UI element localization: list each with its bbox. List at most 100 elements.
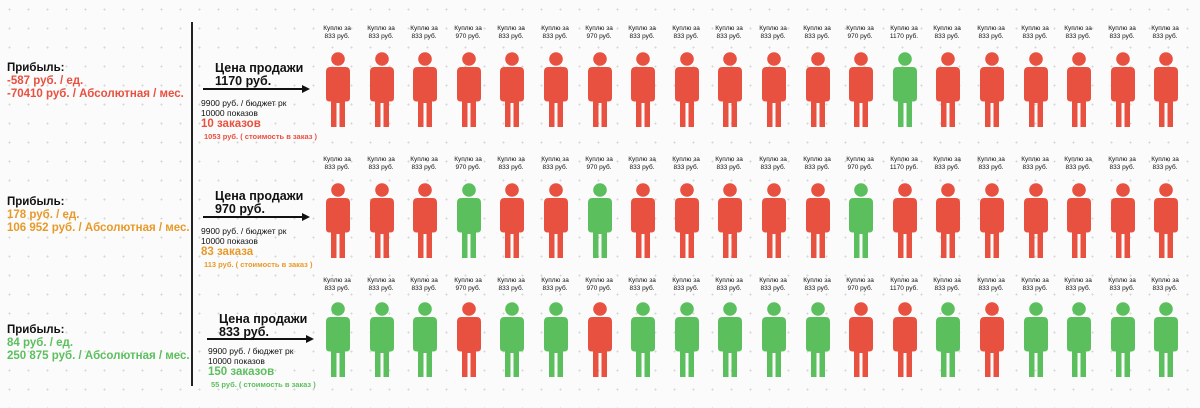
buyer-price-label: Куплю за 970 руб.	[454, 156, 482, 171]
person-icon	[588, 183, 612, 258]
orders-count: 10 заказов	[201, 118, 261, 130]
profit-title: Прибыль:	[7, 324, 65, 336]
cost-per-order: 55 руб. ( стоимость в заказ )	[211, 380, 316, 389]
person-icon	[893, 302, 917, 377]
buyer-price-label: Куплю за 970 руб.	[454, 25, 482, 40]
person-icon	[1154, 52, 1178, 127]
buyer-price-label: Куплю за 833 руб.	[759, 25, 787, 40]
impressions-text: 10000 показов	[208, 355, 265, 366]
person-icon	[326, 302, 350, 377]
buyer-price-label: Куплю за 833 руб.	[1064, 25, 1092, 40]
person-icon	[413, 302, 437, 377]
profit-total: 250 875 руб. / Абсолютная / мес.	[7, 350, 190, 362]
person-icon	[457, 183, 481, 258]
person-icon	[675, 183, 699, 258]
buyer-price-label: Куплю за 833 руб.	[1151, 25, 1179, 40]
person-icon	[631, 52, 655, 127]
sale-price-value: 1170 руб.	[215, 74, 272, 88]
buyer-price-label: Куплю за 833 руб.	[367, 277, 395, 292]
person-icon	[631, 183, 655, 258]
buyer-price-label: Куплю за 833 руб.	[323, 156, 351, 171]
buyer-price-label: Куплю за 833 руб.	[977, 25, 1005, 40]
person-icon	[588, 52, 612, 127]
person-icon	[762, 52, 786, 127]
buyer-price-label: Куплю за 833 руб.	[367, 25, 395, 40]
buyer-price-label: Куплю за 833 руб.	[1108, 25, 1136, 40]
person-icon	[936, 52, 960, 127]
buyer-price-label: Куплю за 1170 руб.	[889, 156, 919, 171]
person-icon	[326, 183, 350, 258]
arrow-icon	[203, 85, 310, 93]
person-icon	[936, 183, 960, 258]
sale-price-block: Цена продажи 833 руб.	[219, 313, 307, 339]
person-icon	[806, 183, 830, 258]
buyer-price-label: Куплю за 833 руб.	[323, 277, 351, 292]
person-icon	[544, 52, 568, 127]
buyer-price-label: Куплю за 833 руб.	[672, 277, 700, 292]
buyer-price-label: Куплю за 970 руб.	[454, 277, 482, 292]
buyer-price-label: Куплю за 833 руб.	[628, 25, 656, 40]
buyer-price-label: Куплю за 833 руб.	[410, 25, 438, 40]
buyer-price-label: Куплю за 833 руб.	[367, 156, 395, 171]
buyer-price-label: Куплю за 833 руб.	[977, 277, 1005, 292]
buyer-price-label: Куплю за 1170 руб.	[889, 277, 919, 292]
person-icon	[1111, 183, 1135, 258]
buyer-price-label: Куплю за 970 руб.	[846, 25, 874, 40]
person-icon	[457, 52, 481, 127]
stats-block: 9900 руб. / бюджет рк 10000 показов 150 …	[208, 346, 316, 390]
buyer-price-label: Куплю за 970 руб.	[585, 277, 613, 292]
orders-count: 83 заказа	[201, 246, 254, 258]
buyer-price-label: Куплю за 970 руб.	[585, 156, 613, 171]
buyer-price-label: Куплю за 833 руб.	[1108, 277, 1136, 292]
buyer-price-label: Куплю за 833 руб.	[1151, 156, 1179, 171]
person-icon	[413, 183, 437, 258]
buyer-price-label: Куплю за 970 руб.	[585, 25, 613, 40]
buyer-price-label: Куплю за 833 руб.	[759, 277, 787, 292]
budget-text: 9900 руб. / бюджет рк	[208, 346, 294, 356]
person-icon	[1111, 52, 1135, 127]
person-icon	[849, 183, 873, 258]
person-icon	[675, 52, 699, 127]
buyer-price-label: Куплю за 833 руб.	[803, 25, 831, 40]
buyer-price-label: Куплю за 833 руб.	[977, 156, 1005, 171]
buyer-price-label: Куплю за 833 руб.	[628, 156, 656, 171]
buyer-price-label: Куплю за 833 руб.	[803, 277, 831, 292]
impressions-text: 10000 показов	[201, 235, 258, 246]
person-icon	[806, 302, 830, 377]
orders-count: 150 заказов	[208, 366, 275, 378]
person-icon	[370, 183, 394, 258]
profit-block: Прибыль: 84 руб. / ед. 250 875 руб. / Аб…	[7, 324, 190, 363]
buyer-price-label: Куплю за 833 руб.	[497, 25, 525, 40]
sale-price-block: Цена продажи 970 руб.	[215, 190, 303, 216]
person-icon	[980, 302, 1004, 377]
cost-per-order: 113 руб. ( стоимость в заказ )	[204, 260, 313, 269]
person-icon	[893, 52, 917, 127]
person-icon	[1024, 52, 1048, 127]
sale-price-value: 970 руб.	[215, 202, 265, 216]
person-icon	[893, 183, 917, 258]
buyer-price-label: Куплю за 833 руб.	[1108, 156, 1136, 171]
buyer-price-label: Куплю за 833 руб.	[497, 156, 525, 171]
buyer-price-label: Куплю за 833 руб.	[1021, 25, 1049, 40]
buyer-price-label: Куплю за 833 руб.	[541, 156, 569, 171]
sale-price-title: Цена продажи	[215, 61, 304, 75]
buyer-price-label: Куплю за 833 руб.	[759, 156, 787, 171]
person-icon	[762, 183, 786, 258]
stats-block: 9900 руб. / бюджет рк 10000 показов 83 з…	[201, 226, 313, 270]
person-icon	[413, 52, 437, 127]
buyer-price-label: Куплю за 833 руб.	[715, 25, 743, 40]
impressions-text: 10000 показов	[201, 107, 258, 118]
buyer-price-label: Куплю за 833 руб.	[1064, 156, 1092, 171]
buyer-price-label: Куплю за 833 руб.	[933, 156, 961, 171]
profit-title: Прибыль:	[7, 196, 65, 208]
stats-block: 9900 руб. / бюджет рк 10000 показов 10 з…	[201, 98, 317, 142]
profit-per-unit: -587 руб. / ед.	[7, 75, 84, 87]
buyer-price-label: Куплю за 833 руб.	[541, 277, 569, 292]
person-icon	[500, 52, 524, 127]
person-icon	[718, 302, 742, 377]
buyer-price-label: Куплю за 833 руб.	[1064, 277, 1092, 292]
person-icon	[544, 183, 568, 258]
person-icon	[806, 52, 830, 127]
person-icon	[1024, 183, 1048, 258]
person-icon	[1067, 302, 1091, 377]
